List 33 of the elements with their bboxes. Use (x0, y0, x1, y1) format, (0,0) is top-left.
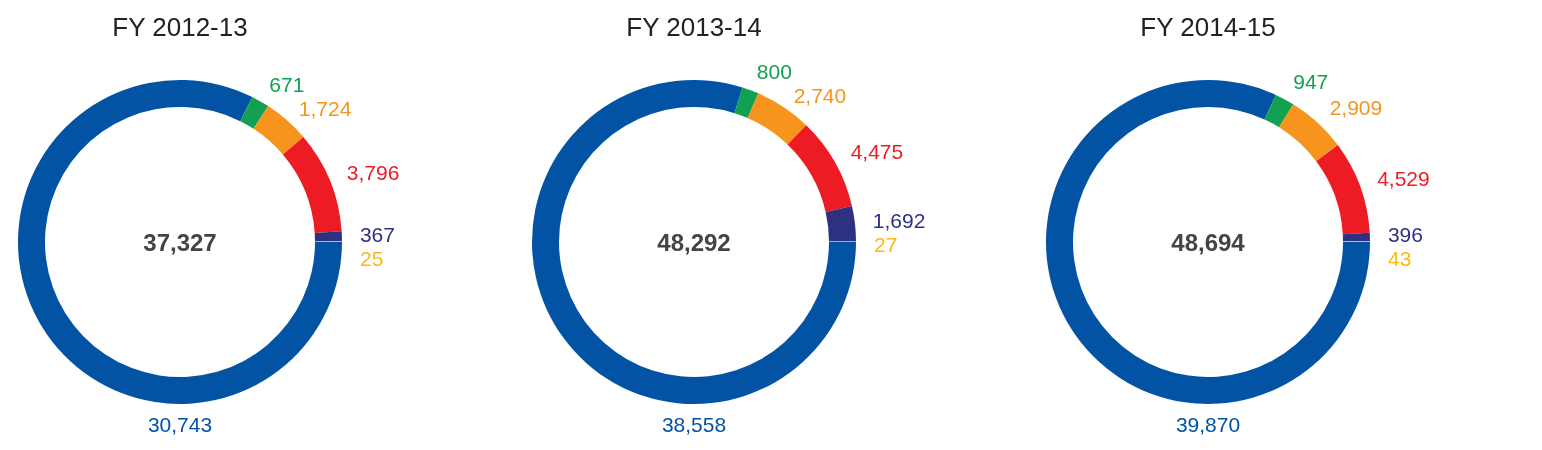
data-label: 3,796 (346, 161, 400, 185)
data-label: 4,529 (1377, 167, 1430, 191)
data-label: 38,558 (661, 413, 727, 436)
donut-slice (1264, 94, 1294, 128)
donut-slice (240, 97, 269, 129)
chart-title: FY 2012-13 (112, 12, 248, 42)
data-label: 1,692 (872, 208, 926, 232)
chart-title: FY 2013-14 (626, 12, 762, 42)
data-label: 2,909 (1329, 96, 1383, 120)
data-label: 367 (359, 222, 395, 246)
data-label: 1,724 (298, 96, 352, 120)
chart-title: FY 2014-15 (1140, 12, 1276, 42)
data-label: 2,740 (793, 84, 847, 108)
data-label: 396 (1387, 223, 1423, 247)
donut-slice (282, 137, 342, 234)
data-label: 800 (756, 60, 792, 84)
data-label: 30,743 (147, 413, 213, 436)
donut-slice (787, 125, 852, 213)
data-label: 671 (269, 72, 305, 96)
data-label: 25 (360, 246, 384, 270)
data-label: 27 (874, 232, 898, 256)
data-label: 4,475 (850, 140, 904, 164)
text: 37,327 (143, 229, 217, 256)
text: 48,694 (1171, 229, 1246, 256)
data-label: 39,870 (1175, 413, 1241, 436)
data-label: 43 (1388, 247, 1412, 271)
donut-slice (734, 87, 759, 119)
donut-slice (1316, 145, 1370, 235)
donut-slice (314, 231, 342, 242)
donut-slice (825, 206, 856, 242)
donut-slice (1342, 232, 1370, 242)
data-label: 947 (1293, 70, 1329, 94)
text: 48,292 (657, 229, 731, 256)
